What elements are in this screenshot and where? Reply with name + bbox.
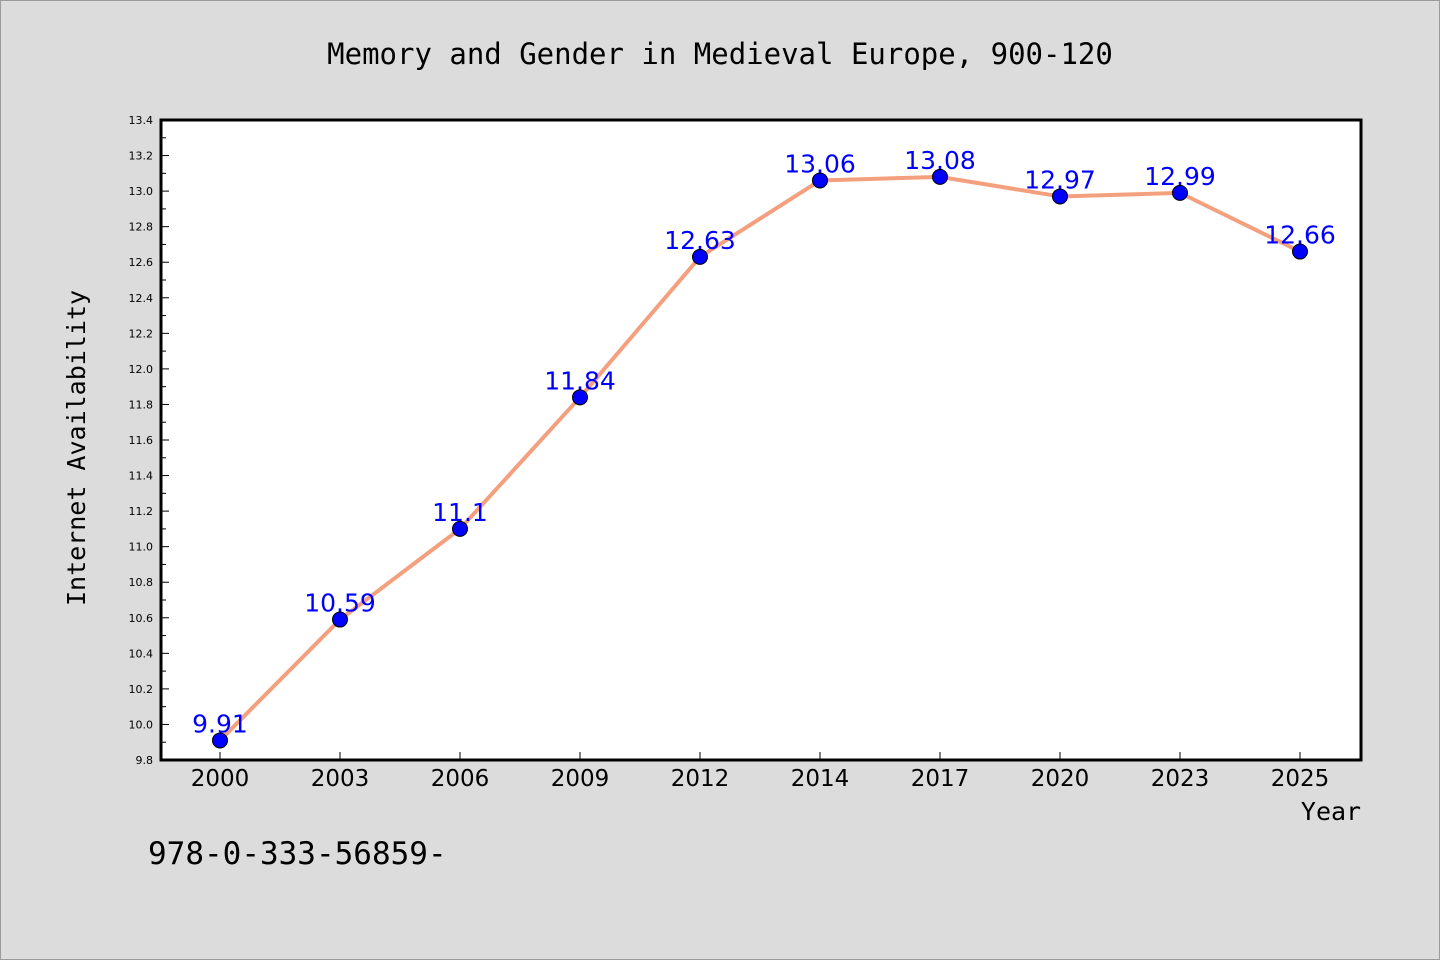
data-point <box>932 168 948 185</box>
y-tick-label: 13.2 <box>129 150 154 163</box>
data-point <box>572 389 588 406</box>
data-label: 11.84 <box>544 366 616 395</box>
data-point <box>1172 184 1188 201</box>
data-point <box>812 172 828 189</box>
x-tick-label: 2014 <box>791 766 850 792</box>
x-tick-label: 2025 <box>1271 766 1330 792</box>
data-label: 10.59 <box>304 589 376 618</box>
y-tick-label: 9.8 <box>136 754 154 767</box>
data-point <box>212 732 228 749</box>
plot-area <box>159 118 1363 762</box>
y-tick-label: 10.2 <box>129 683 154 696</box>
y-tick-label: 13.4 <box>129 114 154 127</box>
data-point <box>332 611 348 628</box>
series-line <box>218 174 1302 743</box>
x-axis-label: Year <box>1301 797 1361 826</box>
x-axis: 2000 2003 2006 2009 2012 2014 2017 2020 2023 2025 <box>191 752 1330 792</box>
y-tick-label: 10.6 <box>129 612 154 625</box>
x-tick-label: 2023 <box>1151 766 1210 792</box>
data-labels: 9.91 10.59 11.1 11.84 12.63 13.06 13.08 12.97 12… <box>192 146 1336 739</box>
data-label: 13.06 <box>784 149 856 178</box>
y-tick-label: 10.8 <box>129 576 154 589</box>
y-axis-label: Internet Availability <box>62 290 91 606</box>
footnote: 978-0-333-56859- <box>148 836 447 872</box>
y-tick-label: 12.6 <box>129 256 154 269</box>
y-tick-label: 11.6 <box>129 434 154 447</box>
x-tick-label: 2020 <box>1031 766 1090 792</box>
data-point <box>1292 243 1308 260</box>
series-markers <box>212 168 1308 749</box>
data-label: 9.91 <box>192 709 248 738</box>
data-point <box>1052 188 1068 205</box>
data-label: 11.1 <box>432 498 488 527</box>
data-label: 12.97 <box>1024 165 1096 194</box>
data-point <box>452 520 468 537</box>
data-label: 12.63 <box>664 226 736 255</box>
y-axis: 9.8 10.0 10.2 10.4 10.6 10.8 11.0 11.2 11.4 11.6 1… <box>129 114 169 767</box>
y-tick-label: 11.0 <box>129 541 154 554</box>
y-tick-label: 10.0 <box>129 718 154 731</box>
data-label: 12.99 <box>1144 162 1216 191</box>
y-tick-label: 11.8 <box>129 398 154 411</box>
y-tick-label: 12.4 <box>129 292 154 305</box>
x-tick-label: 2003 <box>311 766 370 792</box>
x-tick-label: 2012 <box>671 766 730 792</box>
y-tick-label: 11.4 <box>129 470 154 483</box>
y-tick-label: 12.8 <box>129 221 154 234</box>
x-tick-label: 2017 <box>911 766 970 792</box>
y-tick-label: 13.0 <box>129 185 154 198</box>
x-tick-label: 2000 <box>191 766 250 792</box>
x-tick-label: 2006 <box>431 766 490 792</box>
y-tick-label: 10.4 <box>129 647 154 660</box>
y-tick-label: 11.2 <box>129 505 154 518</box>
chart-title: Memory and Gender in Medieval Europe, 90… <box>327 37 1113 71</box>
data-label: 13.08 <box>904 146 976 175</box>
y-tick-label: 12.2 <box>129 327 154 340</box>
x-tick-label: 2009 <box>551 766 610 792</box>
data-point <box>692 248 708 265</box>
y-tick-label: 12.0 <box>129 363 154 376</box>
data-label: 12.66 <box>1264 221 1336 250</box>
